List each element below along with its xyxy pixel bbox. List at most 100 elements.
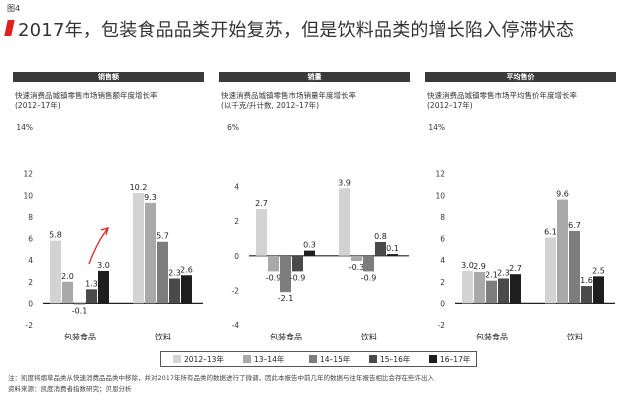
y-tick-label: 4 [440,256,445,265]
bar [593,276,604,304]
data-label: -0.9 [361,273,377,282]
data-label: 3.0 [461,261,474,270]
y-tick-label: 6% [227,123,239,132]
data-label: 3.0 [97,261,110,270]
title-accent-mark [4,20,15,36]
bar [462,270,473,304]
bar [50,240,61,304]
data-label: 6.7 [568,221,581,230]
category-label: 包装食品 [270,332,302,340]
data-label: -0.9 [266,273,282,282]
legend-swatch [173,355,181,363]
data-label: 2.5 [592,266,605,275]
data-label: 0.8 [374,232,387,241]
bar [304,250,315,256]
chart-panel-volume: 销量 快速消费品城镇零售市场销量年度增长率 (以千克/升计数, 2012–17年)… [219,72,410,340]
legend-swatch [243,355,251,363]
bar [133,193,144,304]
y-tick-label: 6 [28,235,33,244]
data-label: 0.3 [303,241,316,250]
chart-subtitle: 快速消费品城镇零售市场销售额年度增长率 [15,90,158,100]
data-label: 2.3 [168,269,181,278]
y-tick-label: 2 [28,278,33,287]
bar [351,255,362,261]
data-label: 0.1 [386,244,399,253]
bar [157,241,168,304]
data-label: 9.3 [144,193,157,202]
trend-arrowhead-icon [100,227,109,236]
legend-swatch [429,355,437,363]
legend-label: 2012–13年 [184,354,224,364]
chart-panel-price: 平均售价 快速消费品城镇零售市场平均售价年度增长率 (2012–17年) 14% 12… [425,72,616,340]
sales-chart: 快速消费品城镇零售市场销售额年度增长率(2012–17年) 14% 12 10 8 6 4 2… [15,90,203,340]
data-label: 3.9 [338,178,351,187]
data-label: 2.3 [497,269,510,278]
panel-header: 销量 [219,72,410,82]
legend-swatch [369,355,377,363]
y-tick-label: 2 [234,217,239,226]
bar [498,278,509,304]
data-label: 10.2 [130,183,148,192]
y-tick-label: 10 [23,191,33,200]
bar [268,255,279,272]
category-label: 饮料 [567,332,583,340]
bar [486,280,497,304]
bar [339,188,350,256]
y-tick-label: -4 [232,321,240,330]
legend-label: 14–15年 [320,354,351,364]
category-label: 包装食品 [476,332,508,340]
bar [545,237,556,304]
legend-swatch [309,355,317,363]
y-tick-label: 12 [23,170,33,179]
y-tick-label: 4 [28,256,33,265]
chart-panel-sales: 销售额 快速消费品城镇零售市场销售额年度增长率 (2012–17年) 14% 12 10… [13,72,204,340]
bar [474,272,485,304]
category-label: 饮料 [361,332,377,340]
bar [375,241,386,256]
y-tick-label: 14% [16,123,33,132]
chart-subtitle: (2012–17年) [15,100,61,110]
price-chart: 快速消费品城镇零售市场平均售价年度增长率(2012–17年) 14% 12 10 8 6 4… [427,90,615,340]
footnote: 注：凯度将烟草品类从快速消费品品类中移除，并对2017年所有品类的数据进行了微调… [8,374,435,382]
panel-header: 销售额 [13,72,204,82]
bar [569,230,580,304]
data-label: 6.1 [544,227,557,236]
bar [581,286,592,304]
y-tick-label: -2 [232,286,240,295]
y-tick-label: -2 [26,321,34,330]
page-title: 2017年，包装食品品类开始复苏，但是饮料品类的增长陷入停滞状态 [18,20,575,41]
legend-label: 16–17年 [440,354,471,364]
bar [387,254,398,256]
category-label: 饮料 [155,332,171,340]
legend-label: 13–14年 [254,354,285,364]
data-label: 5.7 [156,232,169,241]
legend-items: 2012–13年 13–14年 14–15年 15–16年 16–17年 [173,354,471,364]
data-label: 1.6 [580,276,593,285]
chart-subtitle: (以千克/升计数, 2012–17年) [221,100,319,110]
bar [86,289,97,304]
y-tick-label: 6 [440,235,445,244]
chart-subtitle: 快速消费品城镇零售市场销量年度增长率 [221,90,356,100]
bar [98,270,109,304]
bar [74,303,85,305]
bar [145,202,156,304]
legend: 2012–13年 13–14年 14–15年 15–16年 16–17年 [160,351,477,367]
y-tick-label: 4 [234,183,239,192]
bar [169,278,180,304]
data-label: 2.6 [180,265,193,274]
data-label: 9.6 [556,190,569,199]
data-label: 2.9 [473,262,486,271]
bar [62,281,73,304]
data-label: 2.1 [485,271,498,280]
data-label: 2.7 [509,264,522,273]
data-label: -0.1 [72,306,88,315]
bar [181,275,192,304]
source-note: 资料来源：凯度消费者指数研究；贝恩分析 [8,385,132,393]
chart-subtitle: (2012–17年) [427,100,473,110]
bar [256,209,267,256]
y-tick-label: 12 [435,170,445,179]
y-tick-label: 2 [440,278,445,287]
data-label: 5.8 [49,231,62,240]
bar [510,274,521,304]
y-tick-label: 0 [234,252,239,261]
